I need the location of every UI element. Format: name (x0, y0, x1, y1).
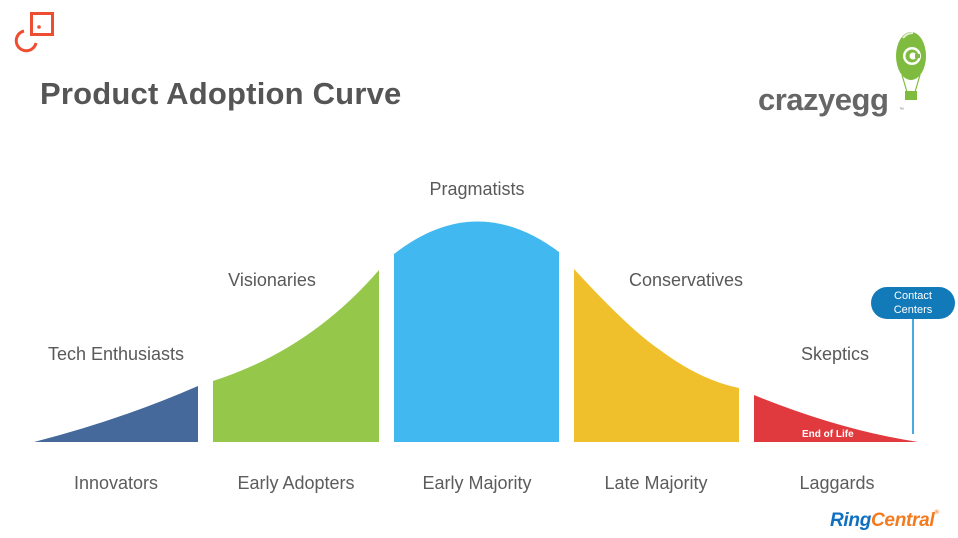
segment-early-majority-shape (394, 221, 559, 442)
contact-centers-callout: Contact Centers (871, 287, 955, 319)
segment-innovators-shape (34, 386, 198, 442)
persona-pragmatists: Pragmatists (429, 179, 525, 199)
ringcentral-logo: RingCentral® (830, 510, 939, 532)
trademark-symbol: ™ (899, 107, 904, 113)
phase-laggards: Laggards (799, 473, 875, 493)
end-of-life-label: End of Life (802, 429, 854, 440)
segment-laggards-shape (754, 395, 918, 442)
phase-late-majority: Late Majority (604, 473, 708, 493)
persona-conservatives: Conservatives (628, 270, 744, 290)
phase-early-majority: Early Majority (422, 473, 532, 493)
phase-innovators: Innovators (73, 473, 159, 493)
callout-line-2: Centers (893, 304, 933, 316)
segment-late-majority-shape (574, 269, 739, 442)
phase-early-adopters: Early Adopters (237, 473, 355, 493)
ringcentral-central-text: Central (871, 510, 935, 531)
persona-tech-enthusiasts: Tech Enthusiasts (47, 344, 185, 364)
segment-early-adopters-shape (213, 270, 379, 442)
page-title: Product Adoption Curve (40, 76, 402, 111)
corner-logo-icon (12, 12, 58, 56)
persona-skeptics: Skeptics (800, 344, 870, 364)
callout-line-1: Contact (894, 290, 932, 302)
hot-air-balloon-icon (893, 30, 929, 104)
ringcentral-ring-text: Ring (830, 510, 872, 531)
registered-mark: ® (934, 510, 939, 516)
persona-visionaries: Visionaries (228, 270, 316, 290)
crazyegg-logo-text: crazyegg (758, 82, 889, 117)
